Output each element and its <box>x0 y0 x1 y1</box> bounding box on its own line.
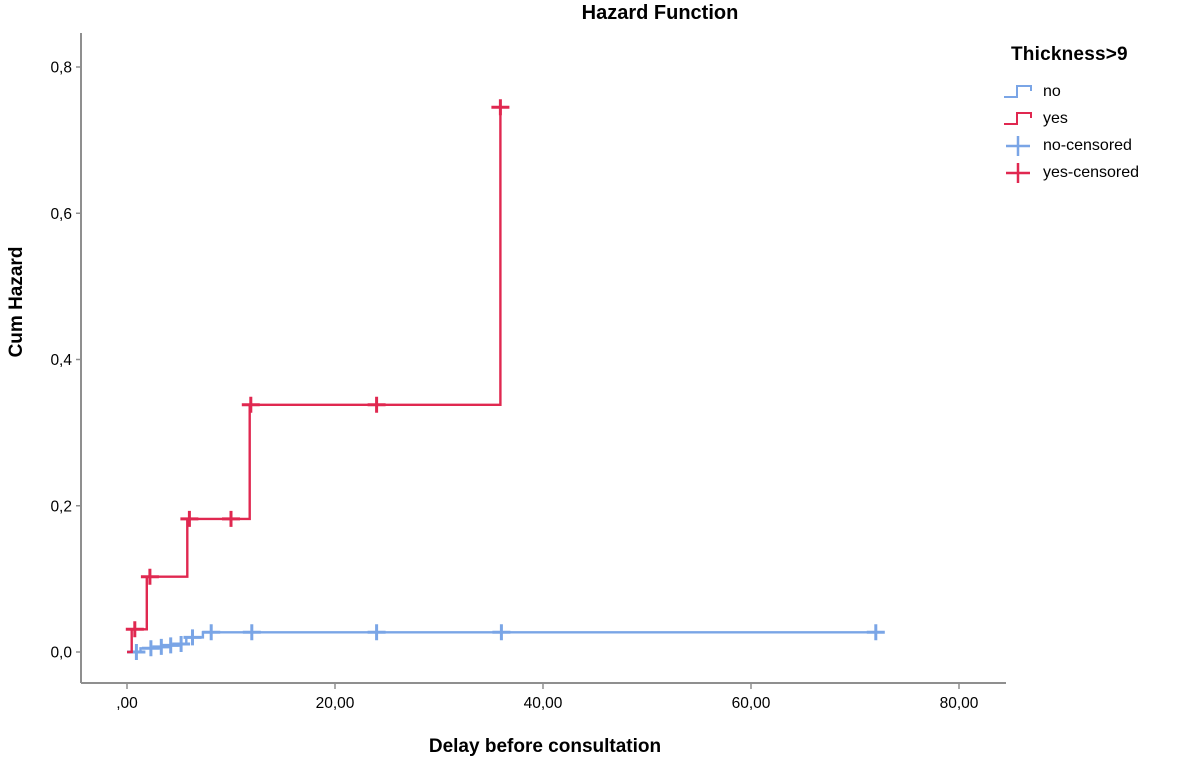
censored-mark-no <box>242 624 261 641</box>
axes: ,00 20,00 40,00 60,00 80,00 0,0 0,2 0,4 0,6 0,8 <box>50 33 1006 712</box>
y-tick-label: 0,2 <box>50 498 72 515</box>
legend-label-no: no <box>1043 82 1061 100</box>
legend-item-no-censored: no-censored <box>1003 132 1181 159</box>
x-tick-label: 60,00 <box>732 695 771 712</box>
censored-mark-yes <box>367 396 386 413</box>
censored-mark-no <box>367 624 386 641</box>
series-yes-line <box>127 107 502 654</box>
censored-mark-yes <box>222 510 240 527</box>
legend-item-yes: yes <box>1003 105 1181 132</box>
y-tick-label: 0,6 <box>50 206 72 223</box>
x-axis-title: Delay before consultation <box>429 736 661 757</box>
censored-mark-yes <box>125 621 144 638</box>
x-tick-label: 80,00 <box>940 695 979 712</box>
plot-area <box>125 99 885 660</box>
y-axis-title: Cum Hazard <box>6 247 27 358</box>
chart-title: Hazard Function <box>582 2 739 24</box>
legend-item-no: no <box>1003 78 1181 105</box>
y-tick-label: 0,4 <box>50 352 72 369</box>
censored-mark-yes <box>180 510 199 527</box>
step-line-symbol-no <box>1004 84 1032 98</box>
censored-mark-no <box>492 624 511 641</box>
censored-mark-yes <box>241 396 260 413</box>
legend-label-no-censored: no-censored <box>1043 136 1132 154</box>
x-tick-label: ,00 <box>116 695 138 712</box>
censored-mark-no <box>172 636 191 652</box>
plus-symbol-no-censored <box>1006 135 1030 156</box>
censored-mark-yes <box>491 99 510 116</box>
legend-label-yes-censored: yes-censored <box>1043 163 1140 181</box>
censored-mark-no <box>183 629 202 646</box>
legend-label-yes: yes <box>1043 109 1068 127</box>
x-tick-label: 40,00 <box>524 695 563 712</box>
x-tick-label: 20,00 <box>316 695 355 712</box>
legend-item-yes-censored: yes-censored <box>1003 159 1181 186</box>
censored-mark-yes <box>140 568 159 585</box>
step-line-symbol-yes <box>1004 111 1032 125</box>
plus-symbol-yes-censored <box>1006 162 1030 183</box>
y-tick-label: 0,0 <box>50 645 72 662</box>
censored-mark-no <box>202 624 221 641</box>
legend: Thickness>9 no yes no-censored yes-censo… <box>1003 38 1181 186</box>
y-tick-label: 0,8 <box>50 60 72 77</box>
legend-title: Thickness>9 <box>1011 44 1128 65</box>
censored-mark-no <box>866 624 885 641</box>
